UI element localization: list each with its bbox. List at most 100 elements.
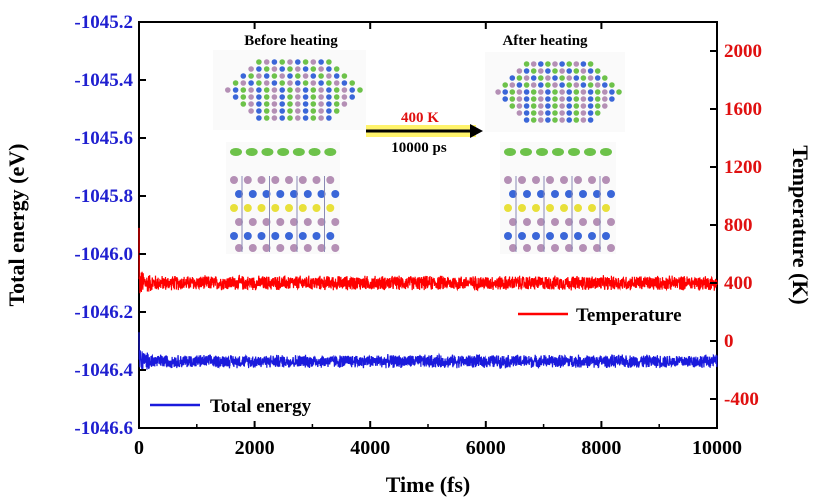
atom-dot (302, 66, 309, 72)
atom-dot (279, 73, 286, 79)
after-heating-top-view-image (485, 52, 625, 132)
atom-dot (532, 204, 540, 212)
total-energy-line (138, 332, 718, 371)
atom-dot (287, 115, 293, 121)
atom-dot (580, 96, 587, 102)
x-tick-labels: 0 2000 4000 6000 8000 10000 (134, 437, 742, 459)
atom-dot (318, 108, 324, 114)
atom-dot (326, 101, 332, 107)
atom-dot (295, 94, 301, 100)
atom-dot (243, 176, 252, 184)
atom-dot (287, 87, 293, 93)
left-tick-label: -1045.4 (74, 70, 133, 91)
atom-dot (279, 66, 286, 72)
atom-dot (565, 218, 573, 226)
atom-dot (573, 117, 580, 123)
atom-dot (295, 108, 301, 114)
atom-dot (504, 148, 516, 156)
atom-dot (248, 87, 254, 93)
atom-dot (341, 94, 348, 100)
atom-dot (230, 204, 238, 212)
atom-dot (326, 176, 335, 184)
atom-dot (256, 59, 262, 65)
atom-dot (509, 103, 516, 109)
atom-dot (230, 176, 238, 184)
right-tick-label: 2000 (724, 41, 762, 62)
atom-dot (523, 61, 530, 67)
atom-dot (333, 80, 340, 86)
atom-dot (248, 244, 257, 252)
atom-dot (538, 103, 544, 109)
right-tick-label: 400 (724, 273, 753, 294)
atom-dot (593, 218, 601, 226)
atom-dot (579, 244, 587, 252)
atom-dot (518, 204, 526, 212)
atom-dot (545, 82, 551, 88)
atom-dot (580, 68, 587, 74)
atom-dot (298, 204, 307, 212)
atom-dot (310, 80, 317, 86)
atom-dot (537, 244, 545, 252)
atom-dot (509, 96, 516, 102)
atom-dot (230, 148, 242, 156)
x-tick-label: 2000 (235, 437, 275, 459)
legend-total-energy: Total energy (150, 396, 312, 417)
atom-dot (277, 148, 290, 156)
x-axis-title: Time (fs) (386, 472, 471, 497)
atom-dot (240, 73, 247, 79)
atom-dot (248, 108, 254, 114)
atom-dot (326, 73, 332, 79)
atom-dot (290, 244, 298, 252)
atom-dot (523, 82, 530, 88)
atom-dot (287, 73, 293, 79)
atom-dot (271, 115, 278, 121)
atom-dot (240, 94, 247, 100)
atom-dot (537, 218, 545, 226)
atom-dot (552, 82, 558, 88)
atom-dot (580, 110, 587, 116)
atom-dot (530, 75, 537, 81)
atom-dot (565, 190, 573, 198)
atom-dot (551, 218, 559, 226)
atom-dot (285, 176, 293, 184)
atom-dot (552, 103, 558, 109)
atom-dot (262, 244, 271, 252)
atom-dot (551, 190, 559, 198)
atom-dot (310, 73, 317, 79)
atom-dot (271, 108, 278, 114)
atom-dot (587, 68, 594, 74)
atom-dot (271, 66, 278, 72)
atom-dot (559, 96, 565, 102)
atom-dot (523, 68, 530, 74)
atom-dot (243, 232, 252, 240)
atom-dot (566, 110, 572, 116)
total-energy-series-line (138, 332, 718, 371)
atom-dot (573, 68, 580, 74)
atom-dot (504, 204, 512, 212)
atom-dot (546, 204, 554, 212)
atom-dot (545, 68, 551, 74)
right-axis-title: Temperature (K) (788, 145, 813, 304)
atom-dot (593, 244, 601, 252)
atom-dot (326, 80, 332, 86)
atom-dot (516, 68, 523, 74)
left-tick-label: -1046.0 (74, 244, 133, 265)
atom-dot (566, 117, 572, 123)
atom-dot (559, 110, 565, 116)
atom-dot (263, 66, 270, 72)
atom-dot (240, 87, 247, 93)
atom-dot (256, 108, 262, 114)
atom-dot (333, 66, 340, 72)
left-tick-label: -1045.8 (74, 186, 133, 207)
right-tick-label: -400 (724, 389, 759, 410)
before-heating-label: Before heating (244, 33, 338, 49)
atom-dot (509, 218, 517, 226)
left-axis-title: Total energy (eV) (4, 144, 29, 307)
atom-dot (523, 244, 531, 252)
atom-dot (341, 80, 348, 86)
atom-dot (261, 148, 274, 156)
atom-dot (538, 89, 544, 95)
atom-dot (271, 59, 278, 65)
atom-dot (310, 66, 317, 72)
atom-dot (331, 190, 340, 198)
